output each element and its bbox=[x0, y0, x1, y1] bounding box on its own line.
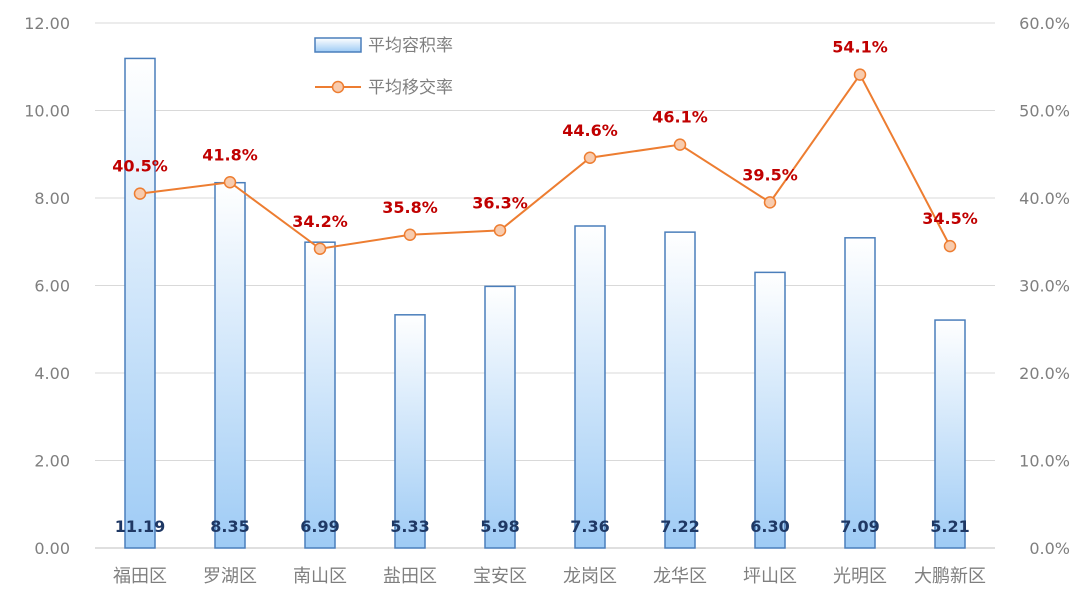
legend-bar-label: 平均容积率 bbox=[368, 36, 453, 56]
bar-data-label: 7.09 bbox=[840, 517, 879, 536]
line-data-label: 34.5% bbox=[922, 209, 978, 228]
y-left-tick-label: 6.00 bbox=[34, 277, 70, 296]
x-tick-label: 龙岗区 bbox=[563, 566, 617, 587]
line-point bbox=[583, 151, 597, 164]
y-right-tick-label: 60.0% bbox=[1019, 14, 1070, 33]
line-point bbox=[133, 187, 147, 200]
bar-data-label: 11.19 bbox=[115, 517, 166, 536]
line-point bbox=[853, 68, 867, 81]
x-tick-label: 福田区 bbox=[113, 566, 167, 587]
line-data-label: 41.8% bbox=[202, 145, 258, 164]
x-tick-label: 光明区 bbox=[833, 566, 887, 587]
bar bbox=[934, 319, 966, 549]
legend-line-marker bbox=[331, 80, 345, 94]
y-right-tick-label: 20.0% bbox=[1019, 364, 1070, 383]
bar bbox=[664, 231, 696, 549]
line-data-label: 36.3% bbox=[472, 193, 528, 212]
y-left-tick-label: 0.00 bbox=[34, 539, 70, 558]
y-left-tick-label: 10.00 bbox=[24, 102, 70, 121]
bar bbox=[484, 285, 516, 549]
line-point bbox=[673, 138, 687, 151]
line-data-label: 40.5% bbox=[112, 157, 168, 176]
legend: 平均容积率 平均移交率 bbox=[314, 36, 453, 98]
bar-data-label: 8.35 bbox=[210, 517, 249, 536]
y-left-tick-label: 8.00 bbox=[34, 189, 70, 208]
x-tick-label: 南山区 bbox=[293, 566, 347, 587]
line-point bbox=[493, 224, 507, 237]
bar-data-label: 7.22 bbox=[660, 517, 699, 536]
bar-data-label: 6.99 bbox=[300, 517, 339, 536]
line-data-label: 39.5% bbox=[742, 165, 798, 184]
bar bbox=[124, 57, 156, 549]
bar bbox=[754, 271, 786, 549]
x-tick-label: 宝安区 bbox=[473, 566, 527, 587]
line-data-label: 35.8% bbox=[382, 198, 438, 217]
y-right-tick-label: 50.0% bbox=[1019, 102, 1070, 121]
y-right-tick-label: 40.0% bbox=[1019, 189, 1070, 208]
line-series bbox=[139, 72, 951, 250]
line-data-label: 34.2% bbox=[292, 212, 348, 231]
x-tick-label: 罗湖区 bbox=[203, 566, 257, 587]
line-data-label: 46.1% bbox=[652, 108, 708, 127]
y-right-tick-label: 10.0% bbox=[1019, 452, 1070, 471]
x-tick-label: 大鹏新区 bbox=[914, 566, 986, 587]
y-left-tick-label: 2.00 bbox=[34, 452, 70, 471]
line-point bbox=[403, 228, 417, 241]
line-point bbox=[763, 196, 777, 209]
bar-data-label: 5.21 bbox=[930, 517, 969, 536]
y-right-tick-label: 0.0% bbox=[1029, 539, 1070, 558]
bar bbox=[574, 225, 606, 549]
line-point bbox=[313, 242, 327, 255]
bar-data-label: 5.33 bbox=[390, 517, 429, 536]
line-data-label: 54.1% bbox=[832, 38, 888, 57]
x-tick-label: 龙华区 bbox=[653, 566, 707, 587]
legend-bar-swatch bbox=[314, 37, 362, 53]
y-right-tick-label: 30.0% bbox=[1019, 277, 1070, 296]
y-left-tick-label: 12.00 bbox=[24, 14, 70, 33]
bar bbox=[304, 241, 336, 549]
line-data-label: 44.6% bbox=[562, 121, 618, 140]
bar-data-label: 5.98 bbox=[480, 517, 519, 536]
legend-line-label: 平均移交率 bbox=[368, 78, 453, 98]
bar-data-label: 7.36 bbox=[570, 517, 609, 536]
bar bbox=[214, 181, 246, 549]
y-left-tick-label: 4.00 bbox=[34, 364, 70, 383]
line-point bbox=[223, 176, 237, 189]
x-tick-label: 盐田区 bbox=[383, 566, 437, 587]
bar-data-label: 6.30 bbox=[750, 517, 789, 536]
x-tick-label: 坪山区 bbox=[743, 566, 797, 587]
line-point bbox=[943, 239, 957, 253]
bar bbox=[394, 314, 426, 549]
bar bbox=[844, 237, 876, 549]
